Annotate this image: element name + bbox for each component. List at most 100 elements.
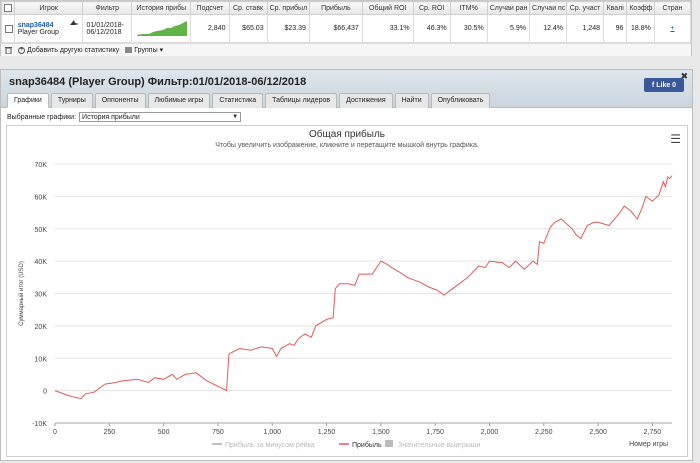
avg-profit-cell: $23.39 xyxy=(266,14,310,43)
chevron-down-icon: ▼ xyxy=(232,114,239,120)
facebook-like-button[interactable]: f Like 0 xyxy=(644,78,684,92)
select-all-checkbox[interactable] xyxy=(4,4,12,12)
x-tick-label: 2,500 xyxy=(589,429,607,436)
tab-opponents[interactable]: Оппоненты xyxy=(94,93,146,108)
chart-canvas[interactable]: -10K 0 10K 20K 30K 40K 50K 60K 70K 0 250 500 750 1,00… xyxy=(7,126,687,456)
profit-chart[interactable]: -10K 0 10K 20K 30K 40K 50K 60K 70K 0 250 500 750 1,00… xyxy=(6,125,688,457)
y-axis-label: Суммарный итог (USD) xyxy=(18,261,25,326)
country-expand-link[interactable]: + xyxy=(670,25,675,32)
header-filter[interactable]: Фильтр xyxy=(82,1,133,15)
avg-entrants-cell: 1,248 xyxy=(566,14,605,43)
avg-roi-cell: 46.3% xyxy=(412,14,451,43)
header-avg-roi[interactable]: Ср. ROI xyxy=(412,1,451,15)
header-itm[interactable]: ITM% xyxy=(449,1,488,15)
header-profit[interactable]: Прибыль xyxy=(308,1,363,15)
tab-leaderboards[interactable]: Таблицы лидеров xyxy=(265,93,338,108)
profit-series-line xyxy=(54,175,673,400)
x-axis-label: Номер игры xyxy=(629,441,668,448)
early-cases-cell: 5.9% xyxy=(486,14,531,43)
graph-selector-label: Выбранные графики: xyxy=(7,113,77,121)
tab-publish[interactable]: Опубликовать xyxy=(430,93,491,108)
y-tick-label: 40K xyxy=(35,259,48,266)
tab-find[interactable]: Найти xyxy=(394,93,429,108)
select-all-header[interactable] xyxy=(1,1,15,15)
x-tick-label: 500 xyxy=(158,429,170,436)
header-early-cases[interactable]: Случаи ран xyxy=(486,1,531,15)
legend-swatch-2 xyxy=(385,440,393,447)
y-tick-label: 30K xyxy=(35,292,48,299)
legend-label: Значительные выигрыши xyxy=(398,442,480,449)
header-profit-history[interactable]: История прибы xyxy=(131,1,192,15)
panel-header: snap36484 (Player Group) Фильтр:01/01/20… xyxy=(1,70,692,108)
chart-menu-icon[interactable]: ☰ xyxy=(670,132,681,146)
header-player[interactable]: Игрок xyxy=(13,1,84,15)
stats-panel: Игрок Фильтр История прибы Подсчет Ср. с… xyxy=(0,0,692,56)
header-avg-entrants[interactable]: Ср. участ xyxy=(566,1,605,15)
row-select-cell[interactable] xyxy=(1,14,15,43)
x-tick-label: 750 xyxy=(212,429,224,436)
header-qual[interactable]: Квалі xyxy=(603,1,628,15)
header-coef[interactable]: Коэфф xyxy=(626,1,655,15)
tab-graphs[interactable]: Графики xyxy=(7,93,49,108)
close-icon[interactable]: ✖ xyxy=(680,71,688,81)
shark-icon xyxy=(70,20,80,25)
delete-button[interactable] xyxy=(5,46,12,54)
like-label: Like 0 xyxy=(656,81,677,89)
row-checkbox[interactable] xyxy=(5,24,13,33)
profit-history-cell[interactable] xyxy=(131,14,192,43)
chevron-down-icon: ▾ xyxy=(159,47,164,54)
header-country[interactable]: Стран xyxy=(653,1,692,15)
filter-line2: 06/12/2018 xyxy=(86,28,122,36)
add-statistic-label: Добавить другую статистику xyxy=(27,46,120,54)
x-tick-label: 1,500 xyxy=(372,429,390,436)
header-avg-profit[interactable]: Ср. прибыл xyxy=(266,1,310,15)
tab-tournaments[interactable]: Турниры xyxy=(50,93,93,108)
x-tick-label: 1,250 xyxy=(318,429,336,436)
player-name-link[interactable]: snap36484 xyxy=(17,21,54,29)
stats-header-row: Игрок Фильтр История прибы Подсчет Ср. с… xyxy=(1,1,692,15)
tab-favorite-games[interactable]: Любимые игры xyxy=(147,93,211,108)
filter-line1: 01/01/2018- xyxy=(86,21,124,29)
header-late-cases[interactable]: Случаи пс xyxy=(529,1,568,15)
count-cell: 2,840 xyxy=(190,14,230,43)
avg-stake-cell: $65.03 xyxy=(228,14,268,43)
x-tick-label: 1,750 xyxy=(426,429,444,436)
x-tick-label: 2,750 xyxy=(644,429,662,436)
groups-icon xyxy=(125,47,133,53)
panel-title: snap36484 (Player Group) Фильтр:01/01/20… xyxy=(9,76,307,88)
legend-label: Прибыль xyxy=(352,441,382,449)
tab-achievements[interactable]: Достижения xyxy=(339,93,393,108)
header-total-roi[interactable]: Общий ROI xyxy=(361,1,414,15)
trash-icon xyxy=(5,47,12,54)
y-tick-label: 60K xyxy=(35,194,48,201)
tab-bar: Графики Турниры Оппоненты Любимые игры С… xyxy=(7,93,491,108)
main-panel: snap36484 (Player Group) Фильтр:01/01/20… xyxy=(0,69,693,461)
add-circle-icon: + xyxy=(18,46,25,54)
graph-select-value: История прибыли xyxy=(82,113,140,121)
graph-select[interactable]: История прибыли ▼ xyxy=(79,112,242,122)
x-tick-label: 2,250 xyxy=(535,429,553,436)
header-avg-stake[interactable]: Ср. ставк xyxy=(228,1,268,15)
graph-selector-row: Выбранные графики: История прибыли ▼ xyxy=(7,112,242,122)
chart-title: Общая прибыль xyxy=(308,129,385,140)
filter-cell: 01/01/2018- 06/12/2018 xyxy=(82,14,133,43)
chart-subtitle: Чтобы увеличить изображение, кликните и … xyxy=(215,142,479,149)
y-tick-label: 50K xyxy=(35,227,48,234)
x-tick-label: 1,000 xyxy=(263,429,281,436)
groups-button[interactable]: Группы ▾ xyxy=(125,46,163,54)
y-tick-label: 0 xyxy=(43,389,47,396)
table-row: snap36484 Player Group 01/01/2018- 06/12… xyxy=(1,14,692,43)
late-cases-cell: 12.4% xyxy=(529,14,568,43)
total-roi-cell: 33.1% xyxy=(361,14,414,43)
country-cell: + xyxy=(653,14,692,43)
profit-sparkline[interactable] xyxy=(137,20,188,36)
tab-statistics[interactable]: Статистика xyxy=(212,93,264,108)
groups-label: Группы xyxy=(134,46,158,54)
add-statistic-button[interactable]: + Добавить другую статистику xyxy=(18,46,120,54)
x-tick-label: 2,000 xyxy=(481,429,499,436)
stats-toolbar: + Добавить другую статистику Группы ▾ xyxy=(1,43,691,56)
player-group-label: Player Group xyxy=(17,28,59,36)
y-tick-label: 10K xyxy=(35,356,48,363)
header-count[interactable]: Подсчет xyxy=(190,1,230,15)
x-tick-label: 0 xyxy=(53,429,57,436)
